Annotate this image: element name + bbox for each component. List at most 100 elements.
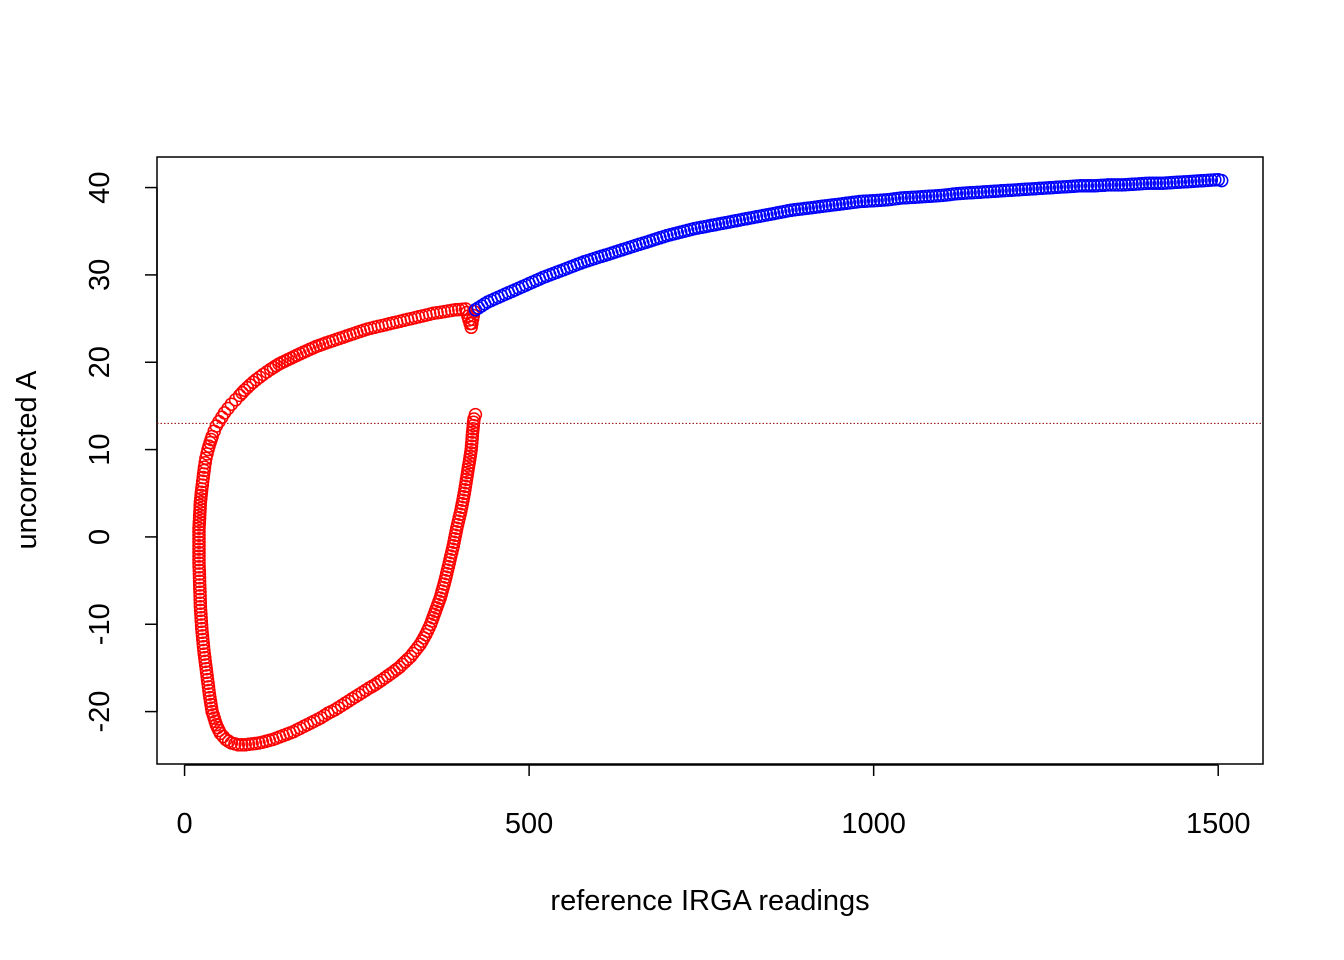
data-point	[894, 191, 908, 205]
data-point	[1080, 179, 1095, 193]
data-point	[192, 560, 206, 574]
y-tick-label: 30	[84, 259, 116, 291]
y-axis-title: uncorrected A	[11, 370, 43, 550]
data-point	[195, 625, 209, 640]
data-point	[1159, 176, 1174, 190]
data-point	[1032, 181, 1046, 196]
data-point	[1173, 175, 1188, 189]
data-point	[1190, 174, 1205, 188]
data-point	[197, 460, 212, 474]
data-point	[193, 585, 207, 599]
data-point	[1152, 176, 1167, 190]
data-point	[192, 528, 206, 542]
data-point	[238, 738, 252, 752]
y-tick-label: 40	[84, 171, 116, 203]
plot-frame	[156, 156, 1264, 765]
data-point	[192, 563, 207, 578]
data-points	[192, 172, 1229, 752]
x-tick-label: 1000	[841, 808, 906, 840]
data-point	[355, 685, 370, 700]
data-point	[359, 683, 373, 697]
data-point	[317, 708, 332, 723]
data-point	[192, 556, 206, 570]
data-point	[338, 696, 352, 711]
data-point	[345, 692, 359, 706]
data-point	[1128, 177, 1143, 191]
data-point	[1114, 178, 1129, 192]
y-tick-label: 20	[84, 346, 116, 378]
data-point	[1166, 175, 1181, 190]
x-tick-label: 1500	[1186, 808, 1251, 840]
data-point	[994, 184, 1008, 198]
data-point	[1001, 183, 1015, 198]
data-point	[1083, 179, 1098, 193]
data-point	[963, 186, 977, 200]
data-point	[192, 574, 207, 589]
data-point	[331, 700, 345, 715]
data-point	[1197, 173, 1212, 188]
data-point	[212, 414, 226, 429]
x-axis-title: reference IRGA readings	[550, 885, 869, 917]
data-point	[956, 186, 970, 200]
data-point	[221, 401, 235, 416]
data-point	[1021, 182, 1036, 196]
data-point	[1108, 178, 1122, 192]
data-point	[901, 190, 915, 205]
data-point	[217, 406, 232, 420]
data-point	[194, 614, 209, 629]
data-point	[1204, 173, 1219, 187]
data-point	[194, 610, 208, 625]
data-point	[1104, 178, 1119, 192]
data-point	[215, 410, 229, 425]
data-point	[1077, 179, 1091, 193]
data-point	[192, 567, 207, 581]
data-point	[192, 538, 206, 553]
data-point	[1142, 176, 1157, 190]
data-point	[192, 578, 207, 592]
data-point	[465, 428, 480, 443]
data-point	[1101, 178, 1115, 192]
data-point	[192, 552, 206, 567]
data-point	[1111, 178, 1126, 192]
data-point	[192, 535, 206, 549]
data-point	[321, 706, 335, 721]
data-point	[193, 592, 207, 607]
data-point	[1052, 180, 1067, 194]
data-point	[193, 589, 207, 603]
data-point	[932, 188, 946, 203]
data-point	[863, 194, 877, 208]
y-tick-label: 0	[84, 529, 116, 545]
data-point	[198, 455, 212, 470]
y-tick-label: -20	[84, 691, 116, 733]
data-point	[341, 694, 356, 708]
x-tick-label: 0	[176, 808, 192, 840]
data-point	[977, 185, 991, 199]
data-point	[925, 189, 939, 203]
data-point	[856, 194, 871, 209]
data-point	[193, 596, 208, 610]
data-point	[195, 621, 209, 636]
data-point	[1059, 179, 1074, 194]
data-point	[192, 545, 206, 560]
data-point	[192, 524, 206, 539]
data-point	[192, 570, 207, 585]
data-point	[1090, 178, 1105, 193]
data-point	[970, 185, 984, 200]
data-point	[1039, 181, 1053, 195]
x-axis: 0 500 1000 1500	[176, 764, 1251, 840]
data-point	[1121, 177, 1136, 192]
y-tick-label: 10	[84, 433, 116, 465]
data-point	[1214, 173, 1229, 188]
data-point	[1070, 179, 1084, 193]
data-point	[193, 600, 208, 614]
data-point	[194, 607, 208, 621]
data-point	[352, 687, 366, 702]
data-point	[1008, 183, 1022, 197]
data-point	[194, 618, 209, 632]
data-point	[224, 397, 239, 411]
data-point	[260, 365, 274, 379]
data-point	[192, 531, 206, 546]
y-axis: -20 -10 0 10 20 30 40	[84, 171, 158, 733]
data-point	[235, 738, 249, 752]
